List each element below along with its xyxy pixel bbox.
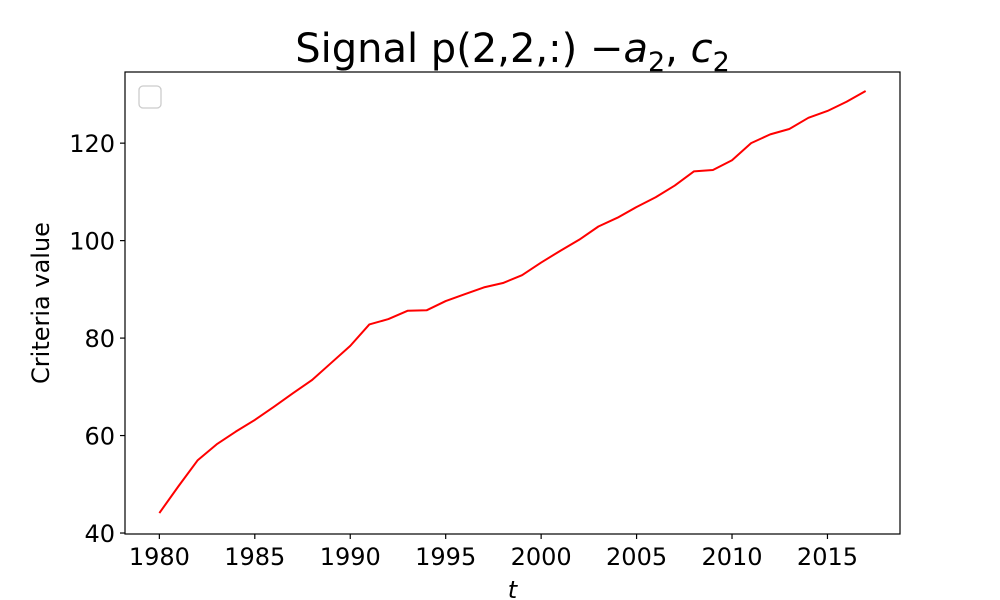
series-line-0 xyxy=(158,90,867,514)
y-axis-label: Criteria value xyxy=(27,222,55,384)
x-tick-label: 2000 xyxy=(511,543,572,571)
legend-box xyxy=(138,85,162,109)
axes-frame xyxy=(124,71,901,535)
x-tick-label: 1990 xyxy=(320,543,381,571)
x-tick-label: 2015 xyxy=(797,543,858,571)
chart-title: Signal p(2,2,:) −a2, c2 xyxy=(295,26,730,78)
x-tick-label: 2010 xyxy=(701,543,762,571)
y-tick-label: 80 xyxy=(84,325,115,353)
y-tick-label: 100 xyxy=(69,228,115,256)
plot-area: 1980 1985 1990 1995 2000 2005 2010 2015 40 60 80 10… xyxy=(69,71,901,571)
y-tick-label: 40 xyxy=(84,520,115,548)
x-axis-label: t xyxy=(508,576,519,600)
x-tick-label: 1995 xyxy=(415,543,476,571)
x-tick-label: 2005 xyxy=(606,543,667,571)
x-tick-label: 1980 xyxy=(129,543,190,571)
x-tick-label: 1985 xyxy=(224,543,285,571)
y-tick-label: 60 xyxy=(84,423,115,451)
y-tick-label: 120 xyxy=(69,130,115,158)
